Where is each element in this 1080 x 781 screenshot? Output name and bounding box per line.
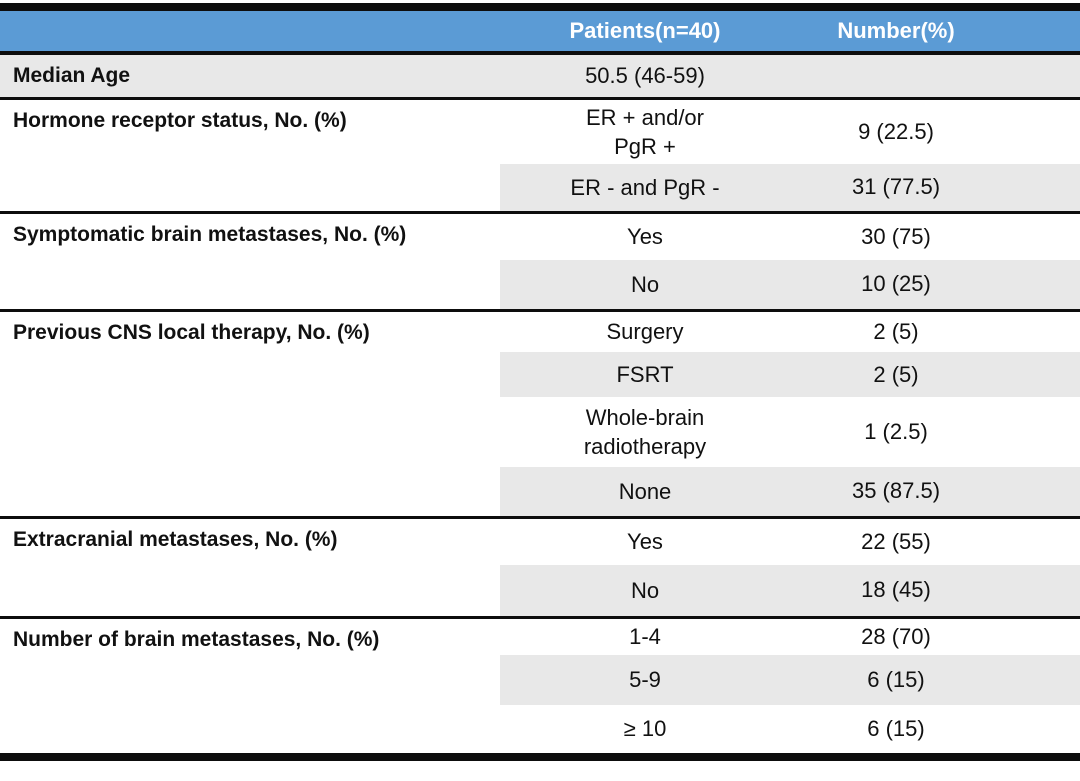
data-table: Patients(n=40) Number(%) Median Age 50.5 … xyxy=(0,11,1080,753)
table-row: Hormone receptor status, No. (%) ER + and… xyxy=(0,96,1080,212)
patients-cell: FSRT xyxy=(500,352,790,397)
table-row: ≥ 10 6 (15) xyxy=(0,705,1080,753)
number-cell: 35 (87.5) xyxy=(790,467,1080,517)
patients-cell: Whole-brain radiotherapy xyxy=(583,404,707,459)
table-row: ER - and PgR -31 (77.5) xyxy=(0,164,1080,212)
number-cell: 31 (77.5) xyxy=(790,164,1080,212)
number-cell: 2 (5) xyxy=(790,352,1080,397)
number-cell: 2 (5) xyxy=(790,308,1080,352)
number-cell: 22 (55) xyxy=(790,515,1080,565)
patients-cell: ER - and PgR - xyxy=(500,164,790,212)
number-cell: 18 (45) xyxy=(790,565,1080,617)
header-col-number: Number(%) xyxy=(790,11,1080,55)
patients-cell: None xyxy=(500,467,790,517)
section-label: Number of brain metastases, No. (%) xyxy=(0,615,500,753)
header-row: Patients(n=40) Number(%) xyxy=(0,11,1080,55)
table-row: FSRT 2 (5) xyxy=(0,352,1080,397)
table-row: Number of brain metastases, No. (%) 1-4 28… xyxy=(0,615,1080,753)
table-row: Extracranial metastases, No. (%) Yes 22 (5… xyxy=(0,515,1080,617)
patients-cell: 1-4 xyxy=(500,615,790,655)
header-col-empty xyxy=(0,11,500,55)
number-cell xyxy=(790,53,1080,98)
table-row: 5-9 6 (15) xyxy=(0,655,1080,705)
table-row: No 18 (45) xyxy=(0,565,1080,617)
number-cell: 6 (15) xyxy=(867,716,925,741)
patients-cell: ≥ 10 xyxy=(623,716,667,742)
header-col-patients: Patients(n=40) xyxy=(500,11,790,55)
section-label: Hormone receptor status, No. (%) xyxy=(0,96,500,212)
number-cell: 9 (22.5) xyxy=(790,96,1080,164)
table-row: Previous CNS local therapy, No. (%) Surge… xyxy=(0,308,1080,517)
section-label: Extracranial metastases, No. (%) xyxy=(0,515,500,617)
section-label: Median Age xyxy=(0,53,500,98)
table-row: Median Age 50.5 (46-59) xyxy=(0,53,1080,98)
number-cell: 28 (70) xyxy=(790,615,1080,655)
section-label: Previous CNS local therapy, No. (%) xyxy=(0,308,500,517)
patients-cell: Yes xyxy=(500,515,790,565)
patients-cell: Surgery xyxy=(500,308,790,352)
number-cell: 10 (25) xyxy=(790,260,1080,310)
table-row: None 35 (87.5) xyxy=(0,467,1080,517)
table-row: Symptomatic brain metastases, No. (%) Yes… xyxy=(0,210,1080,310)
number-cell: 30 (75) xyxy=(790,210,1080,260)
bottom-rule xyxy=(0,753,1080,761)
table-row: No 10 (25) xyxy=(0,260,1080,310)
number-cell: 1 (2.5) xyxy=(864,419,928,444)
top-rule xyxy=(0,3,1080,11)
patients-cell: No xyxy=(500,260,790,310)
patients-cell: Yes xyxy=(500,210,790,260)
number-cell: 6 (15) xyxy=(790,655,1080,705)
patients-cell: 50.5 (46-59) xyxy=(500,53,790,98)
table-body: Median Age 50.5 (46-59) Hormone receptor s… xyxy=(0,53,1080,753)
patients-cell: ER + and/or PgR + xyxy=(500,96,790,164)
section-label: Symptomatic brain metastases, No. (%) xyxy=(0,210,500,310)
patients-cell: No xyxy=(500,565,790,617)
patients-cell: 5-9 xyxy=(500,655,790,705)
table-row: Whole-brain radiotherapy 1 (2.5) xyxy=(0,397,1080,467)
